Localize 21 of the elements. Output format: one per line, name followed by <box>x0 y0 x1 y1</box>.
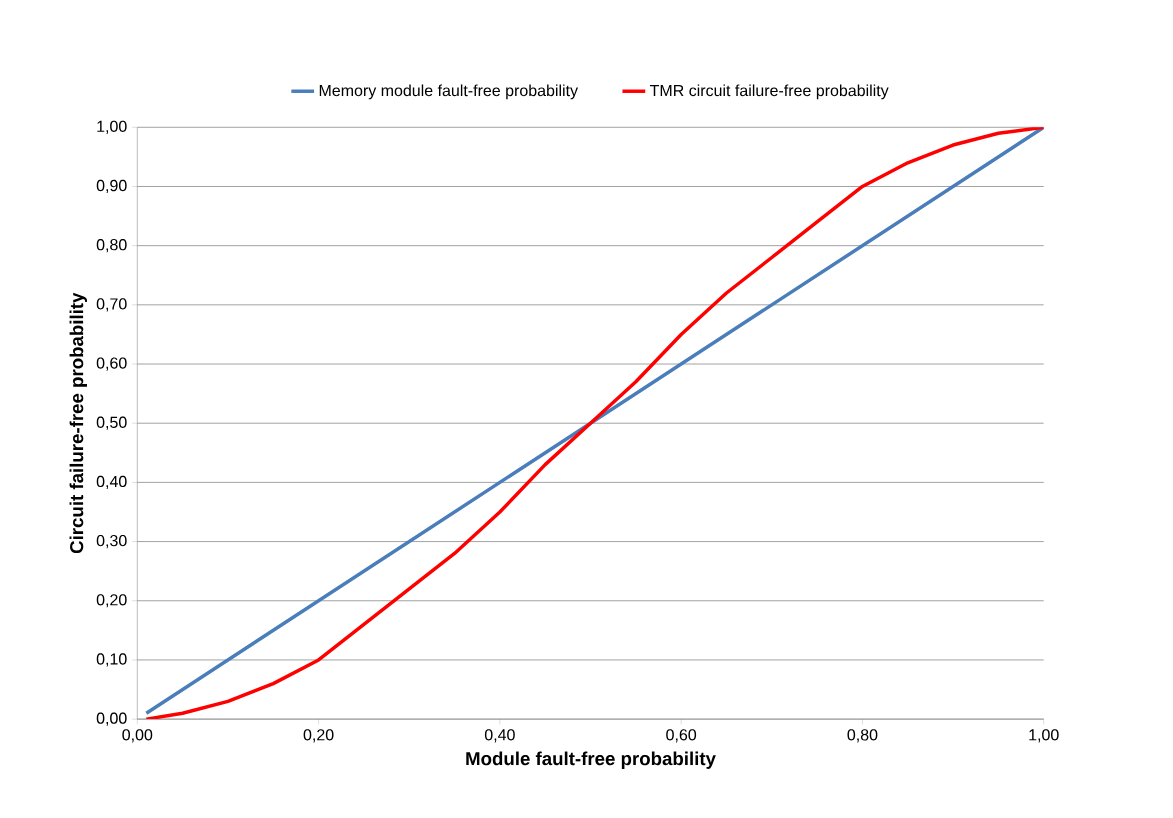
legend-label: TMR circuit failure-free probability <box>649 84 889 100</box>
y-tick-label: 1,00 <box>97 120 127 135</box>
y-tick-label: 0,90 <box>96 179 127 194</box>
y-tick-label: 0,10 <box>96 653 127 667</box>
x-tick-label: 0,60 <box>666 729 697 743</box>
y-tick-label: 0,20 <box>96 594 127 608</box>
y-tick-label: 0,80 <box>96 239 127 253</box>
y-tick-label: 0,70 <box>96 298 127 312</box>
x-tick-label: 0,40 <box>484 729 515 743</box>
x-tick-label: 0,80 <box>847 729 878 743</box>
legend-label: Memory module fault-free probability <box>319 84 578 100</box>
x-tick-label: 1,00 <box>1029 729 1059 743</box>
y-tick-label: 0,50 <box>96 416 127 430</box>
y-tick-label: 0,30 <box>96 535 127 549</box>
y-tick-label: 0,00 <box>96 712 127 726</box>
x-tick-label: 0,00 <box>122 729 153 743</box>
x-tick-label: 0,20 <box>303 729 334 743</box>
y-tick-label: 0,60 <box>96 357 127 371</box>
x-axis-title: Module fault-free probability <box>466 751 716 770</box>
y-tick-label: 0,40 <box>96 475 127 490</box>
y-axis-title: Circuit failure-free probability <box>69 292 87 554</box>
